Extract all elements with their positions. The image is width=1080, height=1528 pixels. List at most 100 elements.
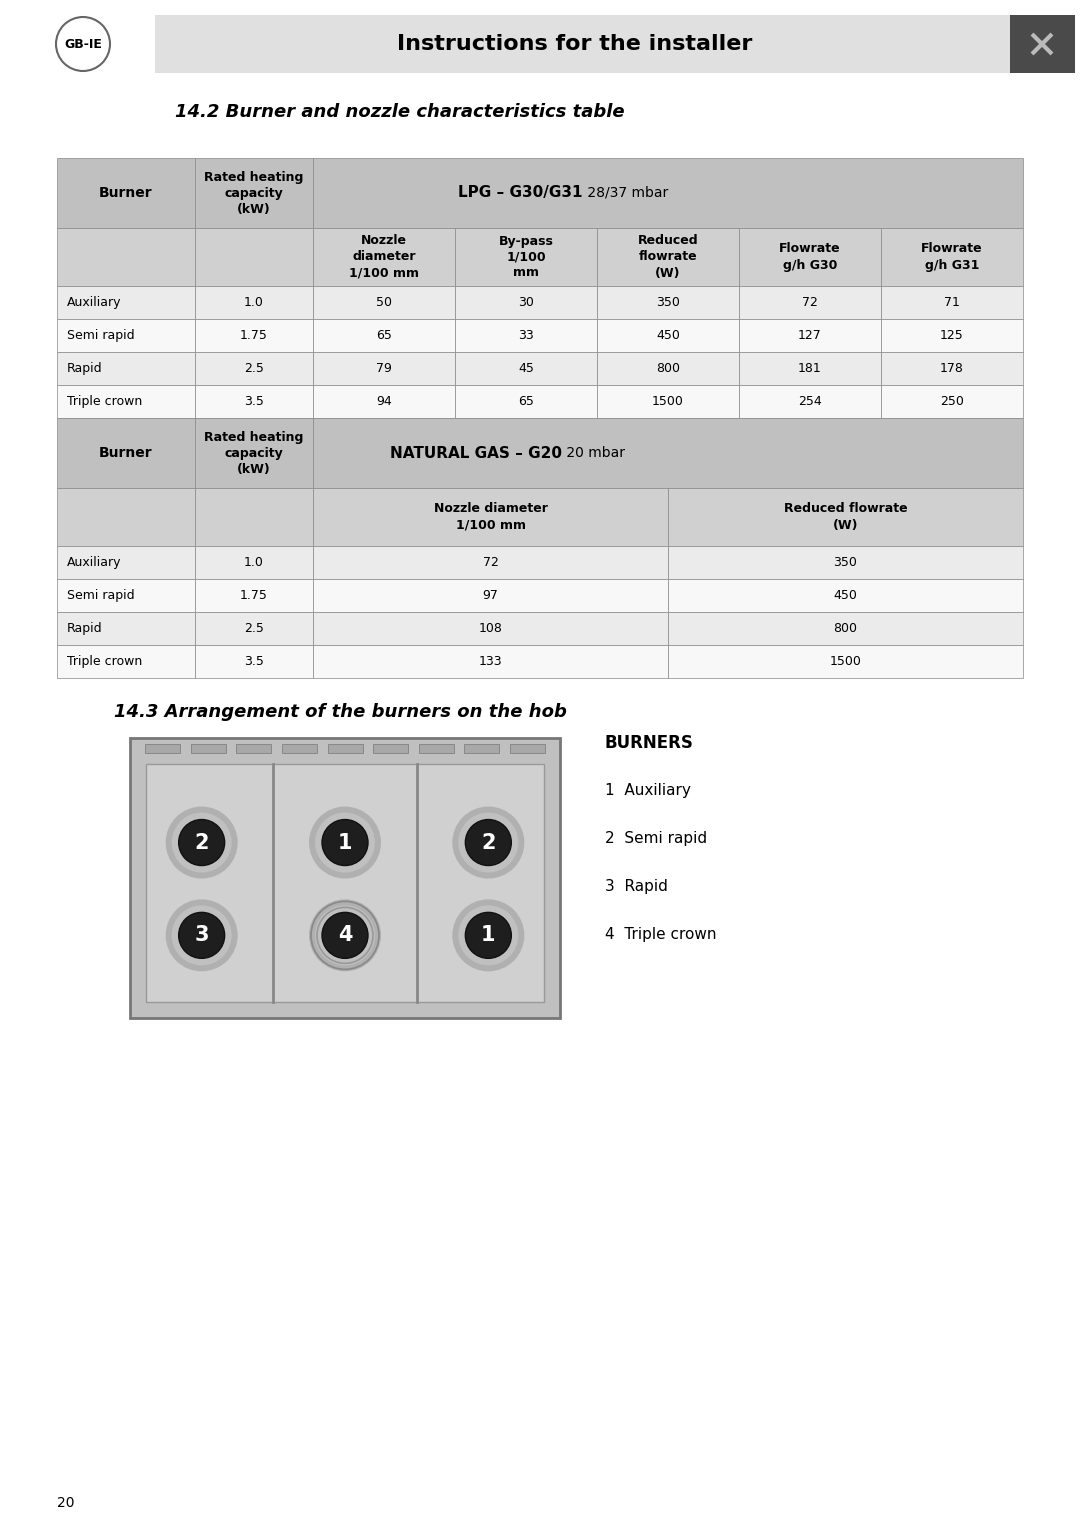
- Circle shape: [172, 813, 232, 872]
- Text: 800: 800: [834, 622, 858, 636]
- Bar: [57, 419, 195, 487]
- Bar: [195, 157, 313, 228]
- Bar: [57, 228, 195, 286]
- Text: 800: 800: [656, 362, 680, 374]
- Text: 20: 20: [57, 1496, 75, 1510]
- Bar: [597, 385, 739, 419]
- Bar: [57, 351, 195, 385]
- Bar: [669, 645, 1023, 678]
- Text: 1.75: 1.75: [240, 588, 268, 602]
- Bar: [455, 228, 597, 286]
- Text: Rapid: Rapid: [67, 362, 103, 374]
- Text: 181: 181: [798, 362, 822, 374]
- Bar: [881, 286, 1023, 319]
- Bar: [195, 613, 313, 645]
- Bar: [57, 613, 195, 645]
- Circle shape: [309, 807, 381, 879]
- Bar: [237, 744, 271, 753]
- Text: 94: 94: [376, 396, 392, 408]
- Text: 72: 72: [802, 296, 818, 309]
- Bar: [313, 228, 455, 286]
- Bar: [195, 645, 313, 678]
- Circle shape: [458, 813, 518, 872]
- Bar: [313, 385, 455, 419]
- Bar: [597, 319, 739, 351]
- Bar: [669, 579, 1023, 613]
- Bar: [313, 351, 455, 385]
- Text: 3: 3: [194, 926, 208, 946]
- Text: 1500: 1500: [652, 396, 684, 408]
- Text: 1500: 1500: [829, 656, 862, 668]
- Bar: [464, 744, 499, 753]
- Text: 250: 250: [940, 396, 964, 408]
- Bar: [669, 613, 1023, 645]
- Bar: [373, 744, 408, 753]
- Text: Semi rapid: Semi rapid: [67, 588, 135, 602]
- Text: Nozzle diameter
1/100 mm: Nozzle diameter 1/100 mm: [433, 503, 548, 532]
- Bar: [156, 15, 1010, 73]
- Bar: [195, 385, 313, 419]
- Text: 1.0: 1.0: [244, 296, 264, 309]
- Circle shape: [165, 807, 238, 879]
- Text: 108: 108: [478, 622, 502, 636]
- Text: 2  Semi rapid: 2 Semi rapid: [605, 831, 707, 847]
- Bar: [455, 351, 597, 385]
- Text: Auxiliary: Auxiliary: [67, 296, 121, 309]
- Bar: [191, 744, 226, 753]
- Text: 350: 350: [656, 296, 680, 309]
- Text: 72: 72: [483, 556, 499, 568]
- Circle shape: [458, 906, 518, 966]
- Circle shape: [315, 813, 375, 872]
- Text: 45: 45: [518, 362, 534, 374]
- Circle shape: [172, 906, 232, 966]
- Text: 2: 2: [194, 833, 208, 853]
- Text: 3  Rapid: 3 Rapid: [605, 880, 667, 894]
- Text: GB-IE: GB-IE: [64, 38, 102, 50]
- Bar: [195, 319, 313, 351]
- Bar: [313, 613, 669, 645]
- Bar: [455, 385, 597, 419]
- Text: Rated heating
capacity
(kW): Rated heating capacity (kW): [204, 431, 303, 475]
- Bar: [881, 351, 1023, 385]
- Text: Instructions for the installer: Instructions for the installer: [397, 34, 753, 53]
- Bar: [881, 228, 1023, 286]
- Bar: [597, 228, 739, 286]
- Circle shape: [465, 819, 511, 865]
- Text: 2: 2: [481, 833, 496, 853]
- Text: 14.2 Burner and nozzle characteristics table: 14.2 Burner and nozzle characteristics t…: [175, 102, 625, 121]
- Text: 79: 79: [376, 362, 392, 374]
- Bar: [57, 487, 195, 545]
- Text: 178: 178: [940, 362, 964, 374]
- Bar: [313, 487, 669, 545]
- Bar: [313, 545, 669, 579]
- Bar: [195, 351, 313, 385]
- Text: 30: 30: [518, 296, 534, 309]
- Bar: [327, 744, 363, 753]
- Bar: [313, 319, 455, 351]
- Text: Burner: Burner: [99, 446, 152, 460]
- Text: 28/37 mbar: 28/37 mbar: [583, 186, 669, 200]
- Bar: [739, 228, 881, 286]
- Bar: [57, 286, 195, 319]
- Text: 71: 71: [944, 296, 960, 309]
- Text: 65: 65: [518, 396, 534, 408]
- Bar: [455, 286, 597, 319]
- Bar: [57, 319, 195, 351]
- Bar: [57, 545, 195, 579]
- Text: 125: 125: [940, 329, 963, 342]
- Text: 4: 4: [338, 926, 352, 946]
- Text: Triple crown: Triple crown: [67, 396, 143, 408]
- Bar: [195, 419, 313, 487]
- Bar: [597, 286, 739, 319]
- Text: Reduced
flowrate
(W): Reduced flowrate (W): [637, 234, 699, 280]
- Text: 450: 450: [656, 329, 680, 342]
- Text: 350: 350: [834, 556, 858, 568]
- Text: 1: 1: [481, 926, 496, 946]
- Bar: [195, 579, 313, 613]
- Text: 1: 1: [338, 833, 352, 853]
- Text: 3.5: 3.5: [244, 656, 264, 668]
- Circle shape: [178, 912, 225, 958]
- Text: Auxiliary: Auxiliary: [67, 556, 121, 568]
- Text: BURNERS: BURNERS: [605, 733, 693, 752]
- Bar: [146, 764, 544, 1002]
